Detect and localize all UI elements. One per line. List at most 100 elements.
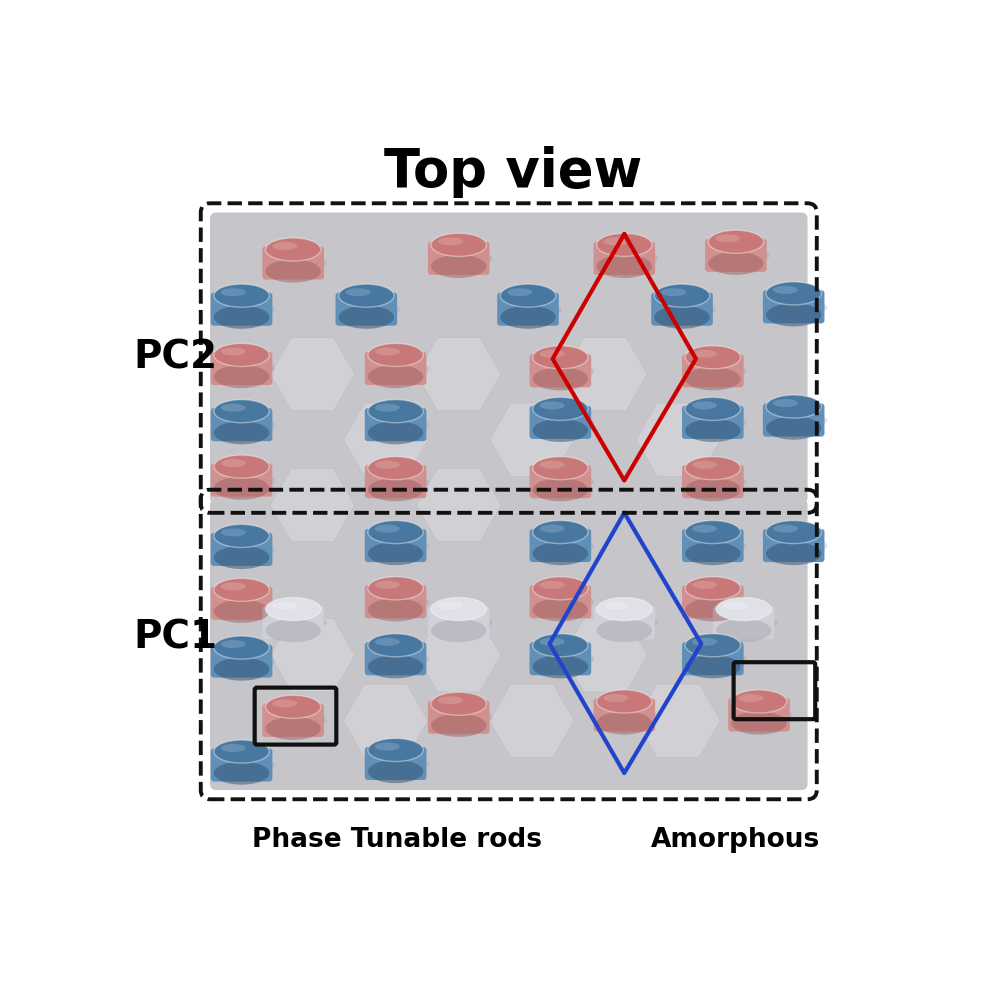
FancyBboxPatch shape [530,354,592,387]
Ellipse shape [368,651,429,668]
Ellipse shape [692,525,717,533]
Ellipse shape [716,619,772,643]
Ellipse shape [272,602,297,610]
Ellipse shape [374,347,399,355]
Ellipse shape [339,301,400,318]
Ellipse shape [221,583,246,591]
Ellipse shape [533,521,589,544]
FancyBboxPatch shape [728,699,790,732]
FancyBboxPatch shape [713,606,775,639]
FancyBboxPatch shape [210,498,808,790]
Ellipse shape [685,543,741,566]
Ellipse shape [692,401,717,409]
Ellipse shape [692,349,717,358]
Ellipse shape [767,538,827,555]
Ellipse shape [597,255,652,278]
Ellipse shape [540,581,565,589]
Ellipse shape [686,362,747,379]
Ellipse shape [533,397,589,420]
Ellipse shape [374,525,399,533]
Ellipse shape [272,242,297,250]
Ellipse shape [685,418,741,442]
Ellipse shape [655,301,716,318]
Ellipse shape [431,709,492,727]
Ellipse shape [214,658,269,681]
Ellipse shape [431,255,486,278]
FancyBboxPatch shape [682,529,744,563]
Ellipse shape [685,397,741,420]
Ellipse shape [367,399,423,422]
Ellipse shape [431,250,492,267]
Ellipse shape [709,252,764,275]
Ellipse shape [431,615,492,632]
Ellipse shape [265,619,321,643]
Ellipse shape [540,349,565,358]
Ellipse shape [685,577,741,600]
Ellipse shape [367,521,423,544]
Ellipse shape [597,250,658,267]
Ellipse shape [265,615,326,632]
Ellipse shape [431,233,486,256]
Ellipse shape [500,284,556,307]
Ellipse shape [374,743,399,751]
Text: Phase Tunable rods: Phase Tunable rods [252,827,543,853]
Ellipse shape [692,638,717,646]
Ellipse shape [368,594,429,611]
FancyBboxPatch shape [530,529,592,563]
Ellipse shape [540,525,565,533]
Ellipse shape [732,707,793,724]
Ellipse shape [368,538,429,555]
FancyBboxPatch shape [364,747,426,780]
Text: Amorphous: Amorphous [652,827,821,853]
Ellipse shape [709,247,770,264]
Ellipse shape [533,345,589,368]
Ellipse shape [367,456,423,479]
Ellipse shape [214,455,269,478]
Text: PC2: PC2 [133,338,217,376]
Ellipse shape [717,615,777,632]
FancyBboxPatch shape [211,587,272,620]
Text: Top view: Top view [383,146,642,198]
FancyBboxPatch shape [211,408,272,441]
FancyBboxPatch shape [530,465,592,498]
FancyBboxPatch shape [364,465,426,498]
FancyBboxPatch shape [364,529,426,563]
FancyBboxPatch shape [364,643,426,676]
Ellipse shape [374,403,399,411]
Ellipse shape [604,602,629,610]
Ellipse shape [265,712,326,730]
Ellipse shape [214,471,275,489]
FancyBboxPatch shape [211,463,272,496]
Ellipse shape [221,529,246,537]
Ellipse shape [368,473,429,490]
FancyBboxPatch shape [530,405,592,438]
FancyBboxPatch shape [211,645,272,678]
Ellipse shape [345,288,370,296]
FancyBboxPatch shape [428,242,489,275]
Ellipse shape [438,602,462,610]
FancyBboxPatch shape [497,292,559,325]
Ellipse shape [214,740,269,763]
Ellipse shape [766,303,822,326]
Ellipse shape [438,697,462,705]
Ellipse shape [533,478,589,502]
Ellipse shape [709,230,764,253]
Ellipse shape [368,360,429,377]
Ellipse shape [500,305,556,328]
FancyBboxPatch shape [682,354,744,387]
Ellipse shape [431,714,486,737]
Ellipse shape [214,399,269,422]
FancyBboxPatch shape [364,352,426,385]
Ellipse shape [662,288,687,296]
Ellipse shape [533,473,594,490]
Ellipse shape [431,693,486,716]
Ellipse shape [597,707,658,724]
FancyBboxPatch shape [211,352,272,385]
Ellipse shape [692,460,717,468]
Ellipse shape [604,694,629,702]
FancyBboxPatch shape [763,403,825,436]
Ellipse shape [367,365,423,388]
Ellipse shape [431,598,486,621]
Ellipse shape [214,546,269,569]
Ellipse shape [739,694,763,702]
